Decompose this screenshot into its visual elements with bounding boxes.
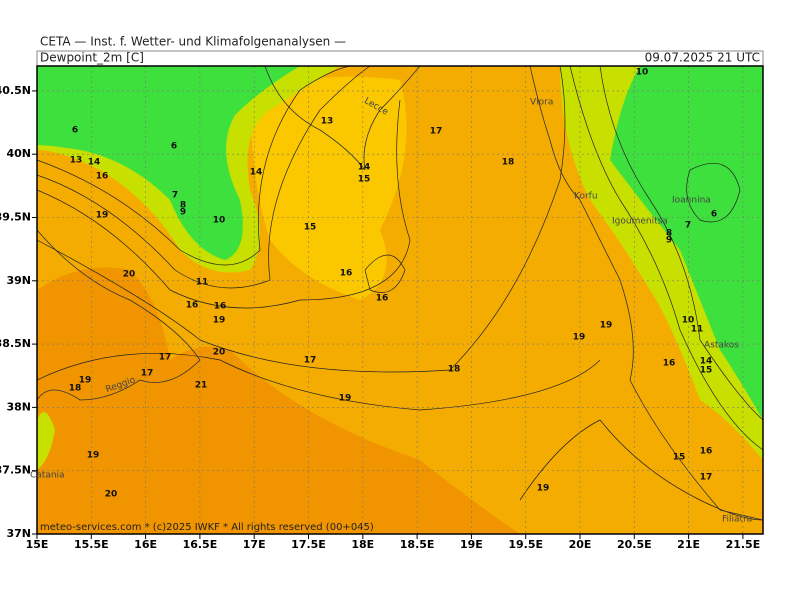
contour-label: 7 (172, 191, 178, 201)
contour-label: 20 (105, 490, 118, 500)
contour-label: 17 (430, 127, 443, 137)
contour-label: 13 (321, 117, 334, 127)
contour-label: 19 (96, 211, 109, 221)
contour-label: 6 (711, 210, 717, 220)
grid (37, 66, 763, 534)
contour-label: 16 (700, 447, 713, 457)
contour-label: 7 (685, 221, 691, 231)
place-name: Igoumenitsa (612, 217, 668, 227)
y-label: 38N (6, 400, 31, 413)
contour-label: 15 (673, 453, 686, 463)
contour-label: 19 (573, 333, 586, 343)
contour-label: 17 (159, 353, 172, 363)
x-label: 20E (569, 538, 592, 551)
contour-label: 16 (663, 359, 676, 369)
contour-label: 14 (358, 163, 371, 173)
field (37, 66, 763, 534)
x-label: 17E (243, 538, 266, 551)
contour-label: 16 (96, 172, 109, 182)
title: CETA — Inst. f. Wetter- und Klimafolgena… (40, 35, 346, 49)
contour-label: 16 (186, 301, 199, 311)
x-label: 19E (460, 538, 483, 551)
y-label: 39N (6, 274, 31, 287)
y-label: 39.5N (0, 211, 31, 224)
contour-label: 8 (180, 201, 186, 211)
y-label: 37.5N (0, 464, 31, 477)
copyright: meteo-services.com * (c)2025 IWKF * All … (40, 522, 374, 533)
x-label: 18.5E (400, 538, 435, 551)
contour-label: 9 (666, 236, 672, 246)
x-label: 21.5E (726, 538, 761, 551)
map-frame (36, 65, 764, 535)
x-label: 15E (26, 538, 49, 551)
contour-label: 17 (700, 473, 713, 483)
x-label: 16E (134, 538, 157, 551)
date: 09.07.2025 21 UTC (645, 51, 760, 65)
contour-label: 14 (250, 168, 263, 178)
y-label: 40.5N (0, 84, 31, 97)
field-lime-sw (37, 412, 55, 470)
y-label: 37N (6, 527, 31, 540)
contour-label: 15 (700, 366, 713, 376)
contours (37, 66, 763, 521)
contour-label: 18 (502, 158, 515, 168)
place-name: Vlora (530, 98, 553, 108)
contour-label: 16 (376, 294, 389, 304)
x-label: 18E (351, 538, 374, 551)
contour-label: 17 (141, 369, 154, 379)
contour-label: 14 (700, 357, 713, 367)
contour-label: 19 (213, 316, 226, 326)
x-label: 16.5E (183, 538, 218, 551)
contour-label: 10 (636, 68, 649, 78)
field-green (37, 66, 300, 260)
x-label: 15.5E (74, 538, 109, 551)
subtitle: Dewpoint_2m [C] (40, 51, 144, 65)
contour-label: 10 (682, 316, 695, 326)
contour-label: 18 (448, 365, 461, 375)
contour-label: 16 (214, 302, 227, 312)
contour-label: 10 (213, 216, 226, 226)
contour-label: 14 (88, 158, 101, 168)
y-label: 38.5N (0, 337, 31, 350)
contour-label: 13 (70, 156, 83, 166)
contour-label: 19 (600, 321, 613, 331)
field-yellow (250, 76, 407, 301)
contour-label: 9 (180, 208, 186, 218)
contour-label: 15 (358, 175, 371, 185)
contour-label: 17 (304, 356, 317, 366)
contour-label: 6 (72, 126, 78, 136)
y-label: 40N (6, 147, 31, 160)
place-name: Ioannina (672, 196, 711, 206)
place-name: Filiatra (722, 515, 752, 525)
x-label: 19.5E (508, 538, 543, 551)
coastline (37, 66, 763, 521)
contour-label: 16 (340, 269, 353, 279)
x-label: 21E (677, 538, 700, 551)
contour-label: 19 (537, 484, 550, 494)
contour-label: 21 (195, 381, 208, 391)
contour-label: 19 (87, 451, 100, 461)
contour-label: 20 (213, 348, 226, 358)
contour-label: 8 (666, 229, 672, 239)
place-name: Korfu (574, 192, 598, 202)
contour-label: 19 (339, 394, 352, 404)
field-warm (37, 267, 520, 534)
contour-label: 15 (304, 223, 317, 233)
contour-label: 18 (69, 384, 82, 394)
contour-label: 11 (691, 325, 704, 335)
place-name: Astakos (704, 341, 739, 351)
contour-label: 11 (196, 278, 209, 288)
contour-label: 20 (123, 270, 136, 280)
x-label: 17.5E (291, 538, 326, 551)
x-label: 20.5E (617, 538, 652, 551)
contour-label: 6 (171, 142, 177, 152)
place-name: Catania (30, 471, 65, 481)
contour-label: 19 (79, 376, 92, 386)
